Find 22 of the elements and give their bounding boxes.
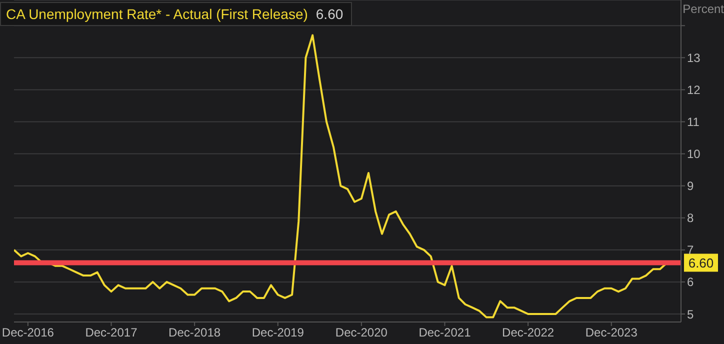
y-axis-title: Percent bbox=[682, 2, 724, 16]
text: CA Unemployment Rate* - Actual (First Release) bbox=[6, 6, 308, 22]
x-tick-label: Dec-2023 bbox=[585, 326, 638, 340]
y-tick-label: 10 bbox=[687, 147, 701, 162]
y-tick-label: 13 bbox=[687, 50, 701, 65]
y-tick-label: 5 bbox=[687, 307, 694, 322]
x-tick-label: Dec-2017 bbox=[85, 326, 138, 340]
x-tick-label: Dec-2016 bbox=[2, 326, 54, 340]
x-tick-label: Dec-2020 bbox=[335, 326, 388, 340]
y-tick-label: 8 bbox=[687, 211, 694, 226]
y-tick-label: 9 bbox=[687, 179, 694, 194]
text: 6.60 bbox=[316, 6, 344, 22]
ref-line-label: 6.60 bbox=[688, 256, 714, 271]
y-tick-label: 7 bbox=[687, 243, 694, 258]
y-tick-label: 12 bbox=[687, 82, 701, 97]
x-tick-label: Dec-2018 bbox=[168, 326, 221, 340]
x-tick-label: Dec-2021 bbox=[418, 326, 472, 340]
x-tick-label: Dec-2022 bbox=[502, 326, 554, 340]
line-series bbox=[14, 34, 668, 318]
y-tick-label: 11 bbox=[687, 115, 700, 130]
y-tick-label: 6 bbox=[687, 275, 694, 290]
x-tick-label: Dec-2019 bbox=[252, 326, 304, 340]
